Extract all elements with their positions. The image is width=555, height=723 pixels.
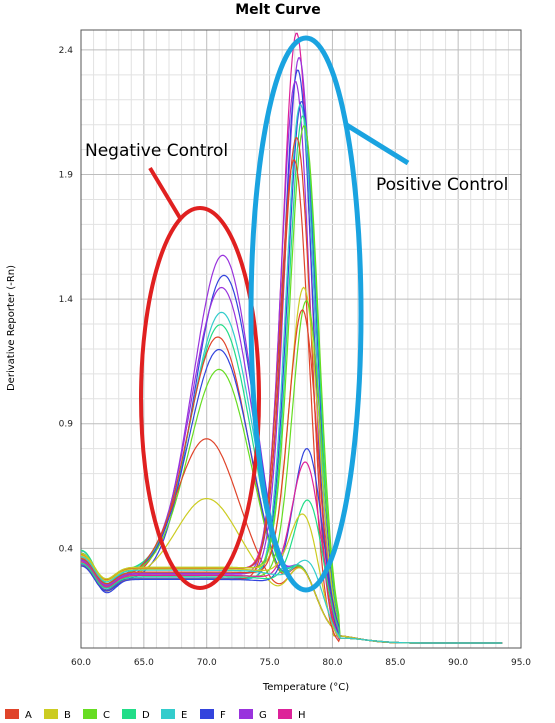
x-tick-label: 70.0 [197,658,217,668]
y-tick-label: 1.9 [59,171,74,181]
positive-control-pointer [343,121,410,166]
y-tick-label: 0.4 [59,544,74,554]
negative-control-pointer [148,166,182,220]
x-tick-label: 90.0 [448,658,468,668]
y-axis-label: Derivative Reporter (-Rn) [6,265,17,391]
x-tick-label: 80.0 [322,658,342,668]
legend-label: G [259,710,267,721]
plot-frame [80,29,522,649]
legend: A B C D E F G H [5,709,306,721]
legend-swatch [44,709,58,719]
legend-swatch [161,709,175,719]
x-tick-label: 60.0 [71,658,91,668]
x-tick-label: 65.0 [134,658,154,668]
positive-control-label: Positive Control [376,175,508,195]
x-axis-label: Temperature (°C) [262,682,349,693]
legend-swatch [5,709,19,719]
y-tick-label: 0.9 [59,420,74,430]
y-tick-label: 1.4 [59,295,74,305]
legend-swatch [122,709,136,719]
legend-swatch [200,709,214,719]
legend-label: A [25,710,32,721]
legend-label: C [103,710,110,721]
legend-label: F [220,710,226,721]
x-tick-label: 95.0 [511,658,531,668]
y-tick-label: 2.4 [59,46,74,56]
legend-label: D [142,710,150,721]
chart-title: Melt Curve [235,2,321,18]
series-lines [80,32,503,644]
series-line [80,556,503,644]
legend-label: E [181,710,187,721]
x-tick-label: 75.0 [260,658,280,668]
y-tick-labels: 2.4 1.9 1.4 0.9 0.4 [59,46,74,554]
x-tick-label: 85.0 [385,658,405,668]
negative-control-label: Negative Control [85,141,228,161]
positive-control-ellipse [248,35,364,593]
legend-label: B [64,710,71,721]
negative-control-ellipse [139,206,261,590]
x-tick-labels: 60.0 65.0 70.0 75.0 80.0 85.0 90.0 95.0 [71,658,531,668]
legend-swatch [83,709,97,719]
legend-label: H [298,710,306,721]
legend-swatch [239,709,253,719]
legend-swatch [278,709,292,719]
